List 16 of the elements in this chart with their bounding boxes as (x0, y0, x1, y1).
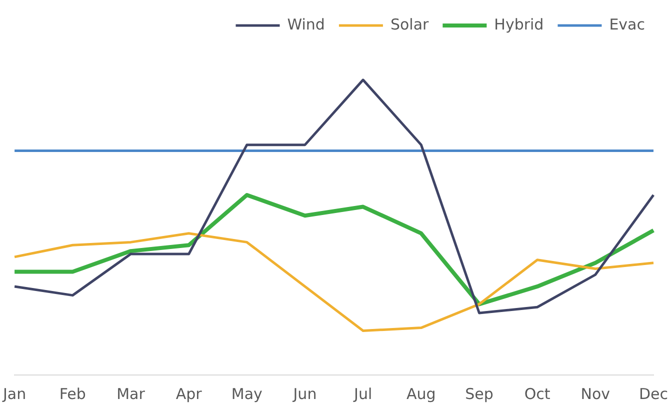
legend-label: Hybrid (494, 15, 544, 34)
x-tick-label: Aug (406, 384, 436, 403)
x-tick-label: Apr (176, 384, 203, 403)
x-tick-label: Oct (524, 384, 550, 403)
legend-label: Solar (390, 15, 430, 34)
x-tick-label: Feb (59, 384, 86, 403)
x-tick-label: Jul (353, 384, 372, 403)
legend-label: Evac (609, 15, 646, 34)
x-tick-label: Nov (580, 384, 610, 403)
legend-label: Wind (287, 15, 325, 34)
x-tick-label: Jun (292, 384, 317, 403)
x-tick-label: Jan (2, 384, 26, 403)
x-tick-label: Dec (638, 384, 668, 403)
x-tick-label: Sep (465, 384, 494, 403)
x-tick-label: Mar (116, 384, 146, 403)
x-tick-label: May (231, 384, 263, 403)
